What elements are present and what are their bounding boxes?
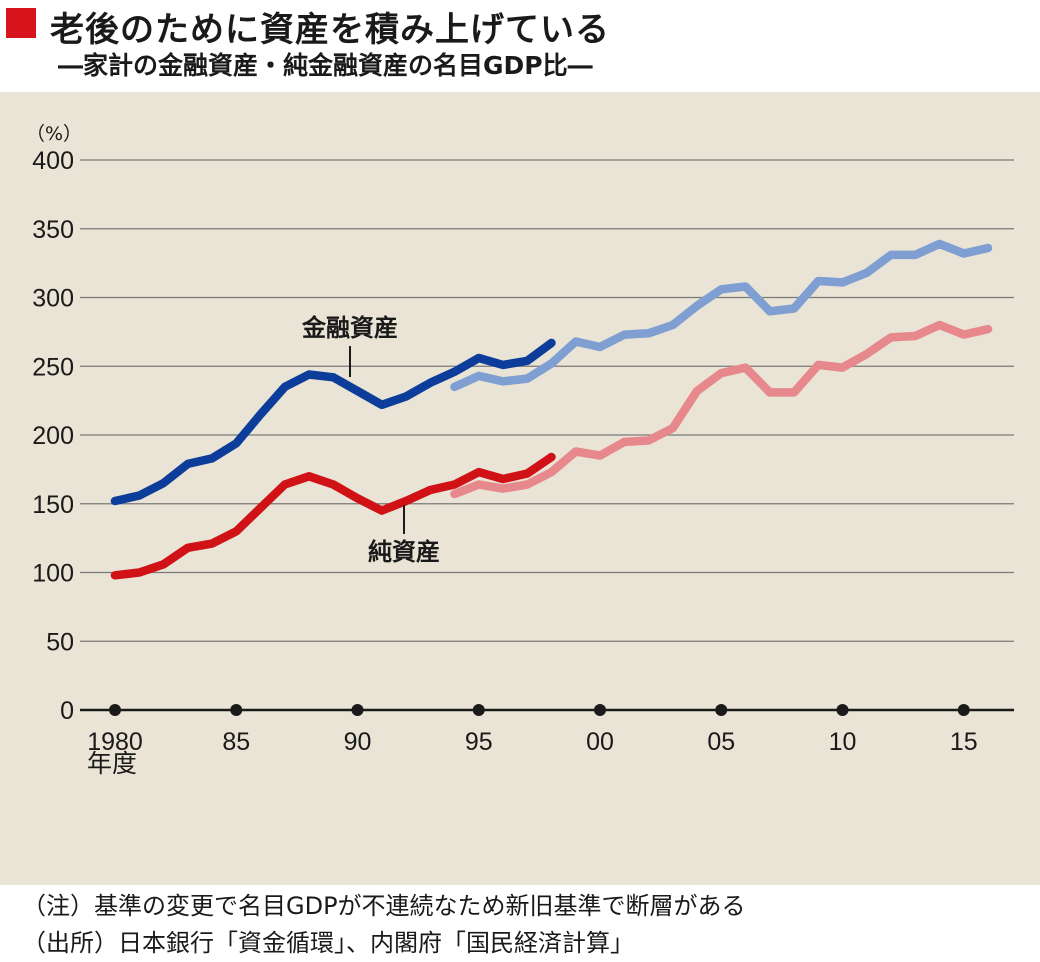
series-line-gross-new [450,239,993,392]
annotation-gross: 金融資産 [301,314,398,342]
y-tick-label-250: 250 [32,353,74,381]
x-tick-label-2010: 10 [829,728,857,756]
title-marker [6,8,36,38]
x-tick-dot-1995 [472,704,485,716]
y-tick-label-50: 50 [46,628,74,656]
chart-panel: 0 50 100 150 200 250 300 350 400 1980 85 90 95 00 05 10… [0,92,1040,957]
series-lines [110,239,993,580]
x-axis-unit: 年度 [87,750,137,778]
y-axis-unit: （%） [26,123,82,145]
y-tick-label-350: 350 [32,216,74,244]
x-tick-label-1980: 1980 [87,728,143,756]
x-tick-label-2000: 00 [586,728,614,756]
chart-header: 老後のために資産を積み上げている ―家計の金融資産・純金融資産の名目GDP比― [0,0,1040,92]
x-tick-dot-2010 [836,704,849,716]
y-tick-label-300: 300 [32,285,74,313]
x-tick-label-1985: 85 [222,728,250,756]
x-tick-dot-1985 [230,704,243,716]
axes: 0 50 100 150 200 250 300 350 400 1980 85 90 95 00 05 10… [32,147,1014,756]
chart-title: 老後のために資産を積み上げている [50,10,610,50]
x-tick-label-2005: 05 [707,728,735,756]
series-line-net-old [110,452,556,580]
x-tick-dot-2005 [715,704,728,716]
series-line-gross-old [110,338,556,506]
y-tick-label-200: 200 [32,422,74,450]
x-tick-dot-2000 [594,704,606,716]
x-tick-label-2015: 15 [950,728,978,756]
y-tick-label-0: 0 [60,697,74,725]
x-tick-label-1995: 95 [465,728,493,756]
series-line-net-new [450,320,993,499]
x-tick-dot-1990 [351,704,364,716]
source-note: （出所）日本銀行「資金循環」、内閣府「国民経済計算」 [22,929,634,957]
notes: （注）基準の変更で名目GDPが不連続なため新旧基準で断層がある （出所）日本銀行… [22,888,746,962]
grid [80,159,1014,642]
line-chart: 0 50 100 150 200 250 300 350 400 1980 85 90 95 00 05 10… [26,123,1014,778]
y-tick-label-400: 400 [32,147,74,175]
x-tick-label-1990: 90 [344,728,372,756]
chart-subtitle: ―家計の金融資産・純金融資産の名目GDP比― [58,51,593,80]
annotation-net: 純資産 [368,538,440,566]
y-tick-label-150: 150 [32,491,74,519]
footnote: （注）基準の変更で名目GDPが不連続なため新旧基準で断層がある [22,892,746,920]
x-tick-dot-1980 [109,704,121,716]
y-tick-label-100: 100 [32,560,74,588]
x-tick-dot-2015 [957,704,970,716]
